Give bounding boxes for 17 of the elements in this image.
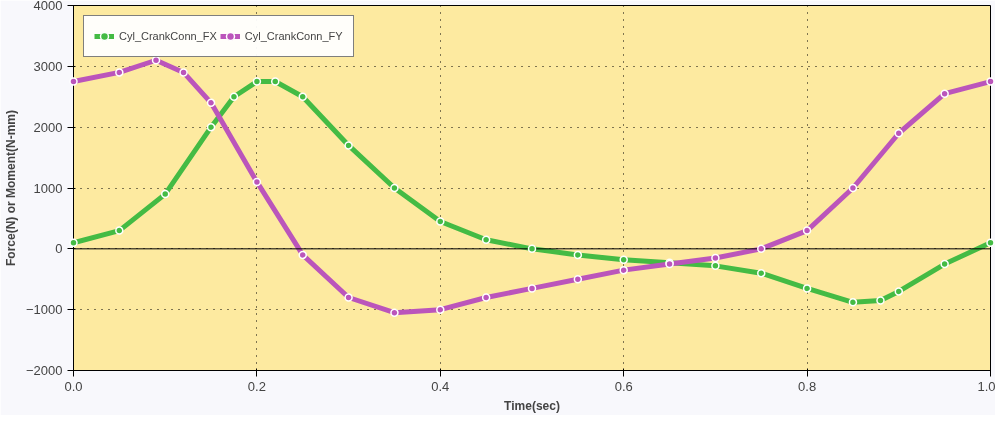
y-tick-label: −1000 (25, 302, 63, 318)
legend-label: Cyl_CrankConn_FY (244, 30, 343, 42)
y-tick-label: −2000 (25, 363, 63, 378)
y-tick-label: 0 (55, 241, 63, 257)
y-tick-label: 3000 (33, 58, 63, 74)
x-tick-label: 0.2 (247, 378, 266, 394)
y-tick-label: 1000 (33, 180, 63, 196)
x-tick-label: 0.0 (64, 378, 83, 394)
x-tick-label: 0.4 (431, 378, 450, 394)
x-tick-label: 0.6 (614, 378, 633, 394)
y-tick-label: 4000 (33, 0, 63, 13)
legend-label: Cyl_CrankConn_FX (119, 30, 217, 42)
x-axis-title: Time(sec) (504, 398, 560, 413)
y-tick-label: 2000 (33, 119, 63, 135)
y-axis-title: Force(N) or Moment(N-mm) (3, 110, 18, 266)
x-tick-label: 0.8 (798, 378, 817, 394)
x-tick-label: 1.0 (977, 378, 996, 394)
